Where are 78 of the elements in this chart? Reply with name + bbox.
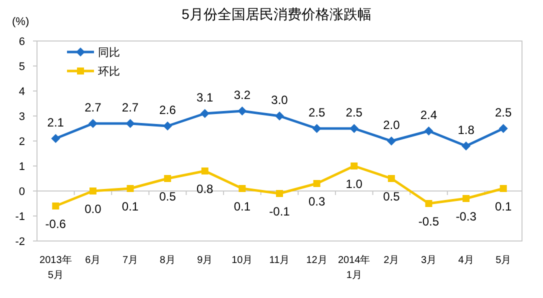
data-label: 2.6 — [159, 103, 176, 117]
y-tick-label: -1 — [15, 211, 25, 223]
point — [386, 136, 396, 146]
point — [163, 122, 172, 130]
data-label: 3.2 — [234, 88, 251, 102]
point — [51, 134, 60, 143]
point — [52, 202, 60, 210]
legend-label: 同比 — [98, 46, 120, 59]
data-label: 2.1 — [47, 116, 64, 130]
x-tick-label: 6月 — [85, 255, 101, 266]
y-axis-title: (%) — [12, 16, 30, 28]
x-tick-label: 7月 — [122, 255, 138, 266]
data-label: 0.1 — [234, 200, 251, 214]
point — [500, 185, 507, 192]
point — [425, 200, 432, 207]
point — [126, 185, 134, 192]
y-tick-label: 1 — [18, 161, 25, 173]
x-tick-label: 2014年 1月 — [338, 254, 370, 281]
data-label: 0.3 — [308, 194, 326, 208]
data-label: 2.7 — [84, 100, 102, 114]
point — [275, 112, 284, 120]
point — [388, 175, 395, 182]
point — [201, 168, 208, 174]
point — [200, 109, 210, 118]
data-label: 0.1 — [122, 200, 139, 214]
point — [238, 106, 247, 116]
point — [462, 142, 471, 150]
point — [88, 119, 98, 128]
data-label: 2.5 — [495, 106, 512, 120]
point — [313, 180, 320, 187]
x-tick-label: 5月 — [496, 255, 512, 266]
x-tick-label: 12月 — [306, 255, 328, 266]
x-tick-label: 10月 — [232, 255, 253, 266]
x-tick-label: 2013年 5月 — [40, 254, 72, 281]
point — [350, 162, 358, 170]
point — [350, 124, 359, 133]
data-label: -0.5 — [418, 214, 440, 228]
point — [462, 195, 470, 202]
point — [164, 175, 172, 182]
data-label: -0.1 — [269, 204, 290, 218]
data-label: 3.0 — [271, 93, 288, 107]
chart-title: 5月份全国居民消费价格涨跌幅 — [182, 6, 372, 22]
x-tick-label: 3月 — [420, 255, 437, 266]
data-label: 0.8 — [196, 182, 214, 196]
data-label: 2.0 — [383, 118, 400, 132]
point — [498, 124, 508, 133]
y-tick-label: -2 — [15, 236, 25, 248]
legend-label: 环比 — [98, 65, 120, 78]
data-label: 0.5 — [383, 190, 400, 204]
data-label: 3.1 — [196, 90, 214, 104]
point — [312, 124, 322, 133]
data-label: 2.4 — [420, 108, 438, 122]
x-tick-label: 4月 — [458, 255, 474, 266]
x-tick-label: 11月 — [269, 255, 290, 266]
point — [89, 188, 96, 194]
data-label: -0.3 — [456, 210, 477, 224]
point — [238, 185, 246, 192]
data-label: 1.0 — [346, 177, 363, 191]
data-label: 0.5 — [159, 190, 176, 204]
point — [126, 119, 135, 128]
x-tick-label: 2月 — [384, 255, 400, 266]
point — [276, 190, 283, 197]
data-label: 2.5 — [308, 106, 326, 120]
y-tick-label: 6 — [18, 36, 25, 48]
y-tick-label: 5 — [18, 61, 25, 73]
data-label: 2.7 — [122, 100, 139, 114]
point — [424, 126, 434, 136]
y-tick-label: 4 — [18, 86, 25, 98]
data-label: 0.0 — [84, 202, 102, 216]
x-tick-label: 9月 — [197, 255, 213, 266]
data-label: 1.8 — [458, 123, 475, 137]
y-tick-label: 3 — [18, 111, 25, 123]
x-tick-label: 8月 — [160, 255, 176, 266]
y-tick-label: 0 — [18, 186, 25, 198]
data-label: 2.5 — [346, 106, 363, 120]
data-label: 0.1 — [495, 200, 512, 214]
data-label: -0.6 — [45, 217, 66, 231]
y-tick-label: 2 — [18, 136, 25, 148]
